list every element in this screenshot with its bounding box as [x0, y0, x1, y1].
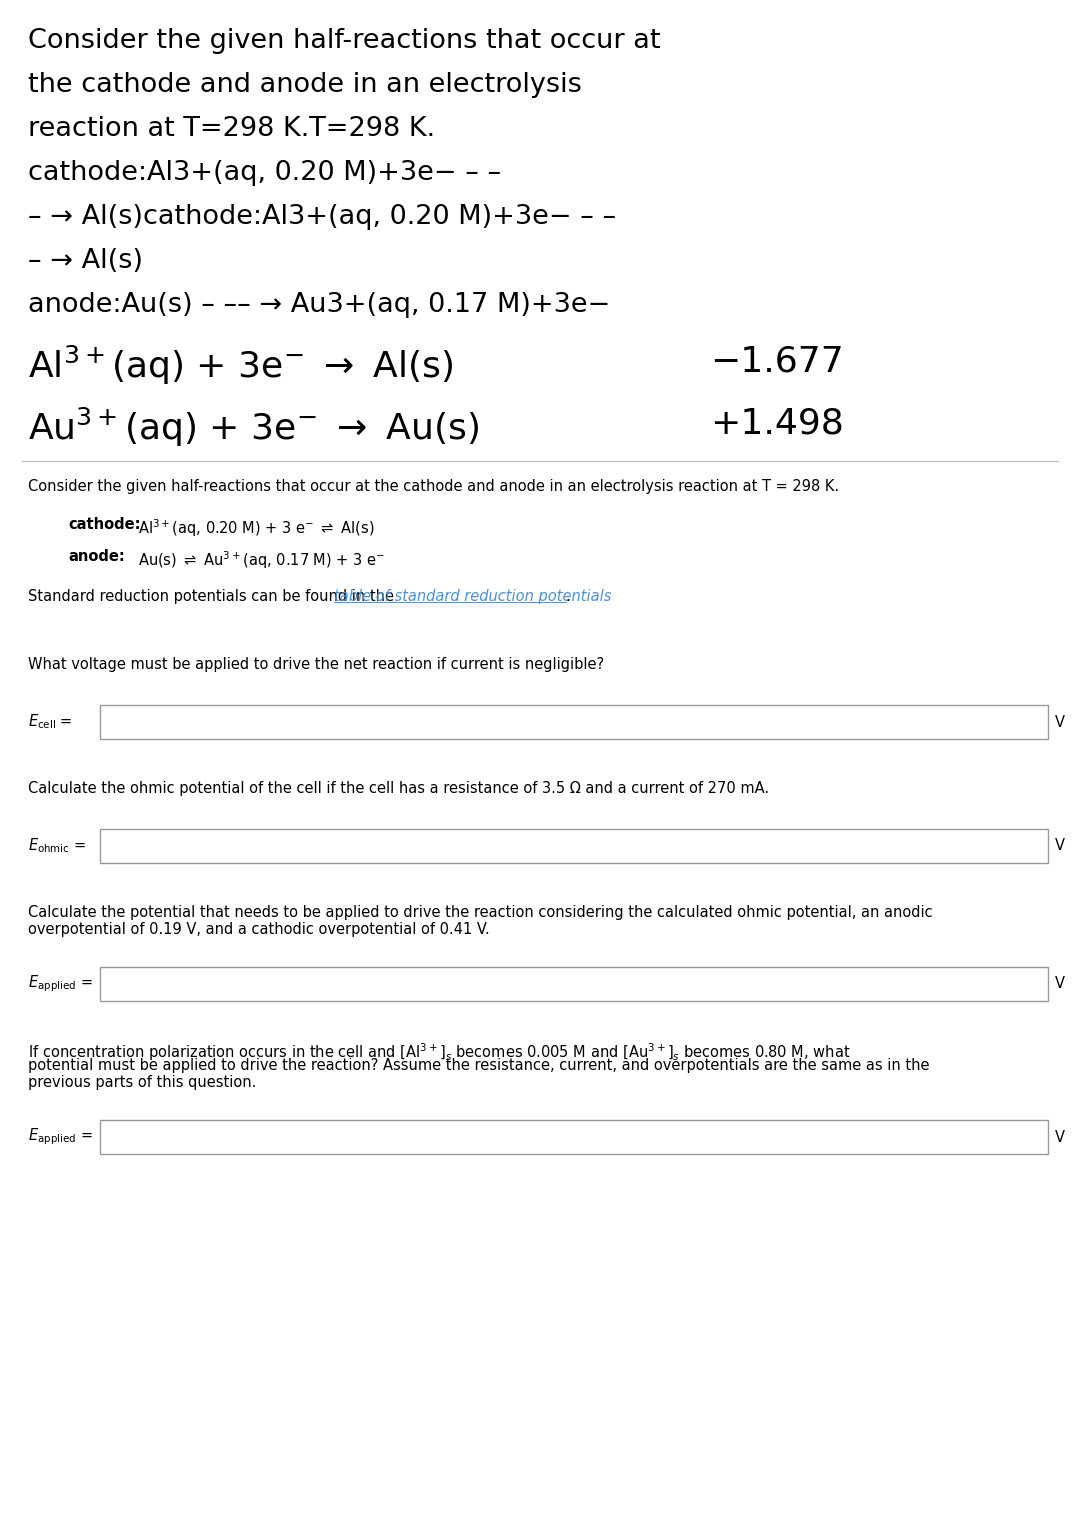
Text: cathode:Al3+(aq, 0.20 M)+3e− – –: cathode:Al3+(aq, 0.20 M)+3e− – –	[28, 160, 501, 186]
Text: $E_{\rm ohmic}$ =: $E_{\rm ohmic}$ =	[28, 837, 86, 855]
Text: the cathode and anode in an electrolysis: the cathode and anode in an electrolysis	[28, 71, 582, 97]
Text: potential must be applied to drive the reaction? Assume the resistance, current,: potential must be applied to drive the r…	[28, 1059, 930, 1072]
Text: Standard reduction potentials can be found in the: Standard reduction potentials can be fou…	[28, 589, 399, 604]
Text: Calculate the ohmic potential of the cell if the cell has a resistance of 3.5 Ω : Calculate the ohmic potential of the cel…	[28, 780, 769, 795]
Text: table of standard reduction potentials: table of standard reduction potentials	[334, 589, 611, 604]
Text: $E_{\rm applied}$ =: $E_{\rm applied}$ =	[28, 1127, 93, 1147]
Text: reaction at T=298 K.T=298 K.: reaction at T=298 K.T=298 K.	[28, 116, 435, 141]
Text: – → Al(s): – → Al(s)	[28, 248, 143, 274]
Text: V: V	[1055, 838, 1065, 853]
Text: Consider the given half-reactions that occur at the cathode and anode in an elec: Consider the given half-reactions that o…	[28, 479, 839, 494]
Text: Au(s) $\rightleftharpoons$ Au$^{3+}$(aq, 0.17 M) + 3 e$^{-}$: Au(s) $\rightleftharpoons$ Au$^{3+}$(aq,…	[138, 549, 386, 570]
Text: Calculate the potential that needs to be applied to drive the reaction consideri: Calculate the potential that needs to be…	[28, 905, 933, 920]
Text: anode:Au(s) – –– → Au3+(aq, 0.17 M)+3e−: anode:Au(s) – –– → Au3+(aq, 0.17 M)+3e−	[28, 292, 610, 318]
Text: What voltage must be applied to drive the net reaction if current is negligible?: What voltage must be applied to drive th…	[28, 657, 604, 672]
Text: V: V	[1055, 715, 1065, 730]
Text: +1.498: +1.498	[710, 406, 843, 440]
Bar	[100, 706, 1048, 739]
Text: Consider the given half-reactions that occur at: Consider the given half-reactions that o…	[28, 27, 661, 55]
Text: cathode:: cathode:	[68, 517, 140, 532]
Text: $E_{\rm cell}$ =: $E_{\rm cell}$ =	[28, 713, 72, 732]
Text: Al$^{3+}$(aq, 0.20 M) + 3 e$^{-}$ $\rightleftharpoons$ Al(s): Al$^{3+}$(aq, 0.20 M) + 3 e$^{-}$ $\righ…	[138, 517, 375, 538]
Text: Au$^{3+}$(aq) + 3e$^{-}$ $\rightarrow$ Au(s): Au$^{3+}$(aq) + 3e$^{-}$ $\rightarrow$ A…	[28, 406, 480, 449]
Text: V: V	[1055, 976, 1065, 992]
Text: anode:: anode:	[68, 549, 125, 564]
Text: −1.677: −1.677	[710, 344, 843, 379]
Bar	[100, 829, 1048, 862]
Text: If concentration polarization occurs in the cell and [Al$^{3+}$]$_s$ becomes 0.0: If concentration polarization occurs in …	[28, 1040, 850, 1063]
Bar	[100, 1119, 1048, 1154]
Text: – → Al(s)cathode:Al3+(aq, 0.20 M)+3e− – –: – → Al(s)cathode:Al3+(aq, 0.20 M)+3e− – …	[28, 204, 616, 230]
Bar	[100, 967, 1048, 1001]
Text: $E_{\rm applied}$ =: $E_{\rm applied}$ =	[28, 973, 93, 995]
Text: .: .	[566, 589, 570, 604]
Text: previous parts of this question.: previous parts of this question.	[28, 1075, 256, 1091]
Text: overpotential of 0.19 V, and a cathodic overpotential of 0.41 V.: overpotential of 0.19 V, and a cathodic …	[28, 922, 489, 937]
Text: V: V	[1055, 1130, 1065, 1144]
Text: Al$^{3+}$(aq) + 3e$^{-}$ $\rightarrow$ Al(s): Al$^{3+}$(aq) + 3e$^{-}$ $\rightarrow$ A…	[28, 344, 454, 388]
